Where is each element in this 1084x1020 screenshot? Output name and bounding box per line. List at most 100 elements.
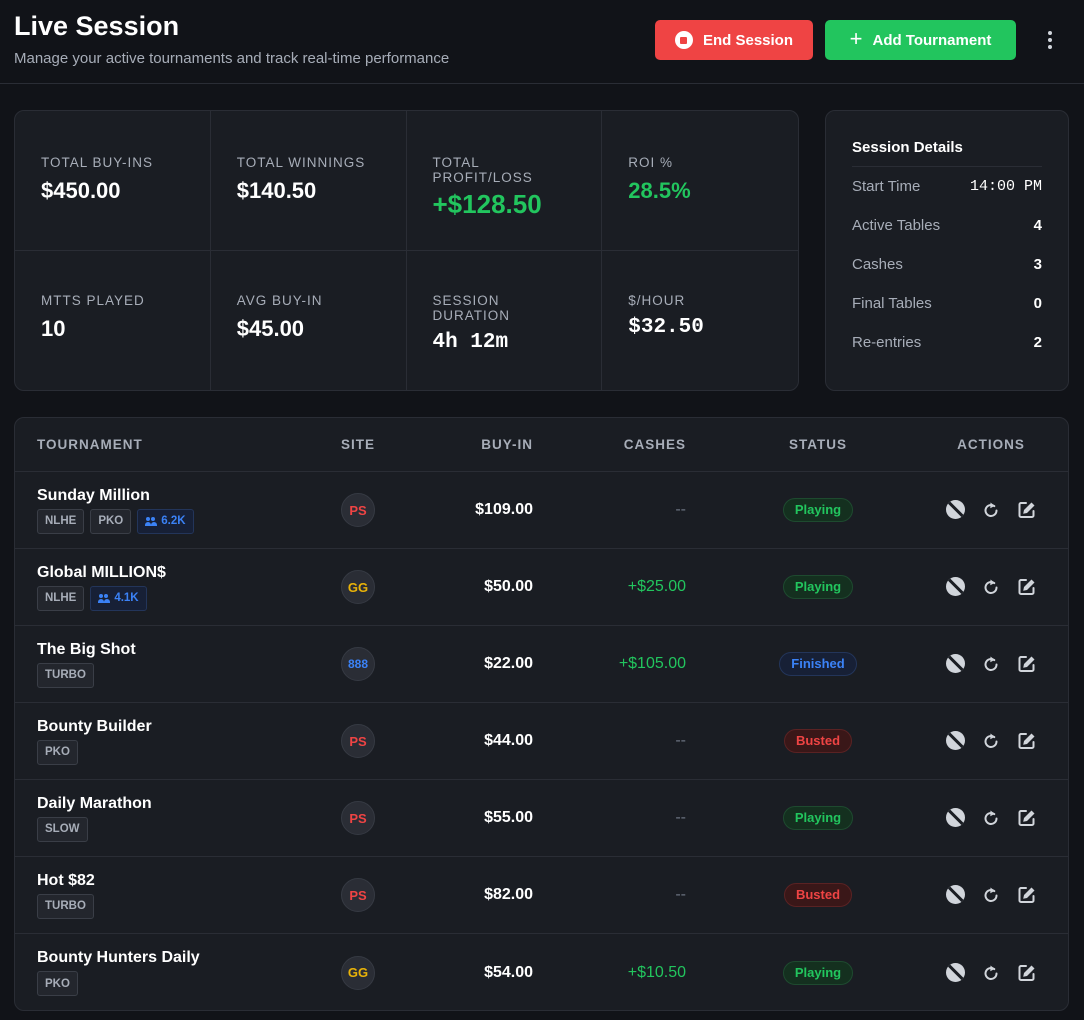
status-badge: Playing	[782, 960, 854, 985]
column-header-tournament[interactable]: TOURNAMENT	[37, 437, 143, 452]
page-title: Live Session	[14, 11, 180, 41]
plus-icon: +	[849, 26, 863, 51]
page-header: Live Session Manage your active tourname…	[0, 0, 1084, 84]
end-session-button[interactable]: End Session	[655, 20, 813, 60]
status-badge: Playing	[782, 806, 854, 830]
players-badge: 4.1K	[90, 585, 147, 611]
cashes-cell: +$105.00	[618, 655, 686, 672]
tag-badge: TURBO	[37, 893, 94, 919]
edit-icon[interactable]	[1017, 731, 1037, 751]
edit-icon[interactable]	[1017, 808, 1037, 828]
detail-value: 3	[1033, 256, 1042, 273]
players-count: 4.1K	[114, 592, 139, 604]
session-details-panel: Session Details Start Time 14:00 PM Acti…	[825, 110, 1069, 391]
table-row[interactable]: Daily Marathon SLOW PS $55.00 -- Playing	[15, 780, 1068, 857]
tournament-name[interactable]: Sunday Million	[37, 486, 150, 504]
edit-icon[interactable]	[1017, 963, 1037, 983]
actions-cell	[894, 731, 1068, 751]
detail-label: Final Tables	[852, 295, 932, 312]
table-row[interactable]: The Big Shot TURBO 888 $22.00 +$105.00 F…	[15, 626, 1068, 703]
tag-badge: NLHE	[37, 508, 85, 534]
edit-icon[interactable]	[1017, 500, 1037, 520]
site-badge: PS	[341, 878, 375, 912]
detail-label: Re-entries	[852, 334, 922, 351]
tournament-name[interactable]: Global MILLION$	[37, 563, 166, 581]
status-badge: Playing	[782, 498, 854, 522]
cashes-cell: +$10.50	[627, 963, 686, 981]
redo-icon[interactable]	[981, 500, 1001, 520]
users-icon	[145, 516, 158, 526]
ban-icon[interactable]	[945, 885, 965, 904]
table-row[interactable]: Global MILLION$ NLHE 4.1K GG $50.00 +$25.…	[15, 549, 1068, 626]
redo-icon[interactable]	[981, 731, 1001, 751]
buyin-cell: $44.00	[484, 732, 533, 749]
column-header-status[interactable]: STATUS	[789, 437, 847, 452]
cashes-cell: --	[675, 501, 686, 518]
ban-icon[interactable]	[945, 577, 965, 596]
table-row[interactable]: Sunday Million NLHE PKO 6.2K PS $109.00 --…	[15, 472, 1068, 549]
tournament-cell: Sunday Million NLHE PKO 6.2K	[15, 487, 298, 534]
status-badge: Finished	[779, 652, 857, 676]
tag-badge: PKO	[37, 739, 78, 765]
tournament-name[interactable]: Bounty Builder	[37, 717, 152, 735]
column-header-buyin[interactable]: BUY-IN	[481, 437, 533, 452]
detail-label: Cashes	[852, 256, 903, 273]
detail-row-start-time: Start Time 14:00 PM	[852, 167, 1042, 206]
redo-icon[interactable]	[981, 654, 1001, 674]
table-row[interactable]: Bounty Builder PKO PS $44.00 -- Busted	[15, 703, 1068, 780]
tournament-name[interactable]: The Big Shot	[37, 640, 136, 658]
redo-icon[interactable]	[981, 577, 1001, 597]
tournament-name[interactable]: Daily Marathon	[37, 794, 152, 812]
stat-value: +$128.50	[432, 189, 542, 219]
status-cell: Playing	[686, 960, 894, 985]
stat-session-duration: SESSION DURATION 4h 12m	[407, 250, 603, 390]
stat-value: 10	[41, 315, 66, 341]
stat-total-profit: TOTAL PROFIT/LOSS +$128.50	[406, 111, 603, 251]
ban-icon[interactable]	[945, 808, 965, 827]
buyin-cell: $50.00	[484, 578, 533, 595]
stat-value: 4h 12m	[432, 330, 509, 354]
column-header-cashes[interactable]: CASHES	[623, 437, 686, 452]
redo-icon[interactable]	[981, 963, 1001, 983]
ban-icon[interactable]	[945, 500, 965, 519]
tag-badge: SLOW	[37, 816, 88, 842]
ban-icon[interactable]	[945, 654, 965, 673]
add-tournament-label: Add Tournament	[872, 31, 992, 49]
stat-value: 28.5%	[628, 178, 691, 203]
edit-icon[interactable]	[1017, 577, 1037, 597]
status-badge: Busted	[783, 883, 853, 907]
tournament-name[interactable]: Bounty Hunters Daily	[37, 949, 200, 966]
table-row[interactable]: Hot $82 TURBO PS $82.00 -- Busted	[15, 857, 1068, 934]
detail-row-reentries: Re-entries 2	[852, 323, 1042, 362]
more-vertical-icon[interactable]	[1038, 20, 1062, 60]
detail-row-active-tables: Active Tables 4	[852, 206, 1042, 245]
stat-roi: ROI % 28.5%	[602, 111, 798, 251]
tournament-tags: PKO	[37, 739, 298, 765]
table-row[interactable]: Bounty Hunters Daily PKO GG $54.00 +$10.…	[15, 934, 1068, 1010]
status-badge: Busted	[783, 729, 853, 753]
session-details-title: Session Details	[852, 139, 1042, 167]
ban-icon[interactable]	[945, 962, 965, 982]
buyin-cell: $82.00	[484, 886, 533, 903]
stat-label: ROI %	[628, 155, 674, 170]
redo-icon[interactable]	[981, 808, 1001, 828]
site-cell: PS	[298, 801, 418, 835]
edit-icon[interactable]	[1017, 654, 1037, 674]
detail-label: Active Tables	[852, 217, 941, 234]
ban-icon[interactable]	[945, 731, 965, 750]
site-badge: GG	[341, 955, 375, 990]
tournament-cell: Global MILLION$ NLHE 4.1K	[15, 564, 298, 611]
tag-badge: PKO	[90, 508, 132, 534]
tournament-tags: NLHE 4.1K	[37, 585, 298, 611]
column-header-site[interactable]: SITE	[340, 437, 375, 452]
buyin-cell: $54.00	[484, 963, 533, 981]
site-badge: PS	[341, 801, 375, 835]
page-subtitle: Manage your active tournaments and track…	[14, 50, 450, 67]
detail-label: Start Time	[852, 178, 921, 195]
tournament-name[interactable]: Hot $82	[37, 871, 95, 889]
edit-icon[interactable]	[1017, 885, 1037, 905]
redo-icon[interactable]	[981, 885, 1001, 905]
tournament-cell: The Big Shot TURBO	[15, 641, 298, 688]
stat-label: TOTAL PROFIT/LOSS	[432, 155, 533, 185]
add-tournament-button[interactable]: + Add Tournament	[825, 20, 1016, 60]
